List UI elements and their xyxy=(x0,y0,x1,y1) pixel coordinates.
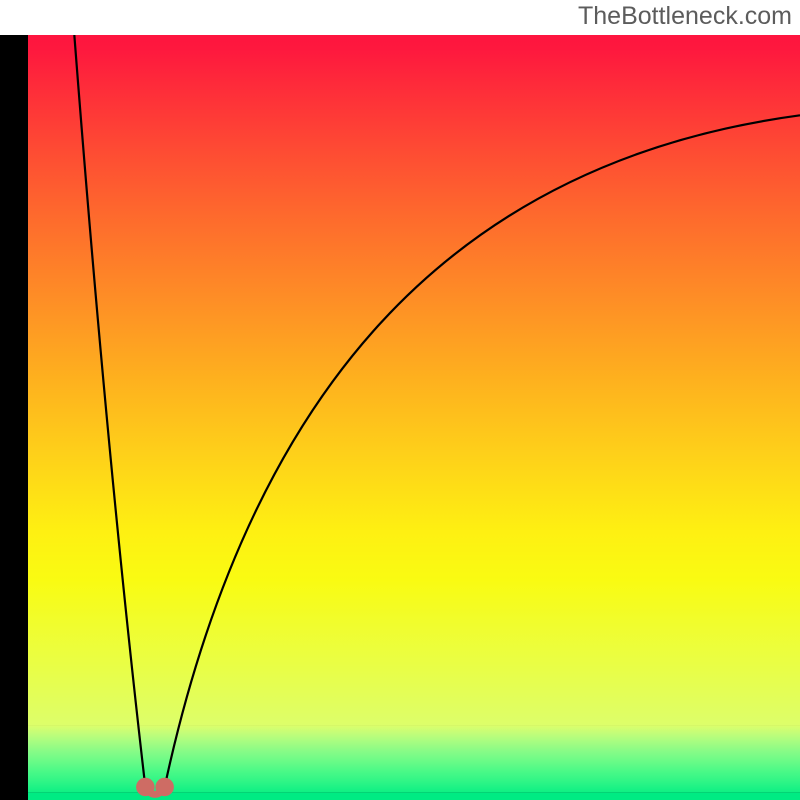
marker-dot-1 xyxy=(136,778,155,797)
marker-dot-2 xyxy=(155,778,174,797)
watermark-text: TheBottleneck.com xyxy=(578,2,792,31)
bottleneck-chart xyxy=(28,35,800,800)
chart-container: TheBottleneck.com xyxy=(0,0,800,800)
